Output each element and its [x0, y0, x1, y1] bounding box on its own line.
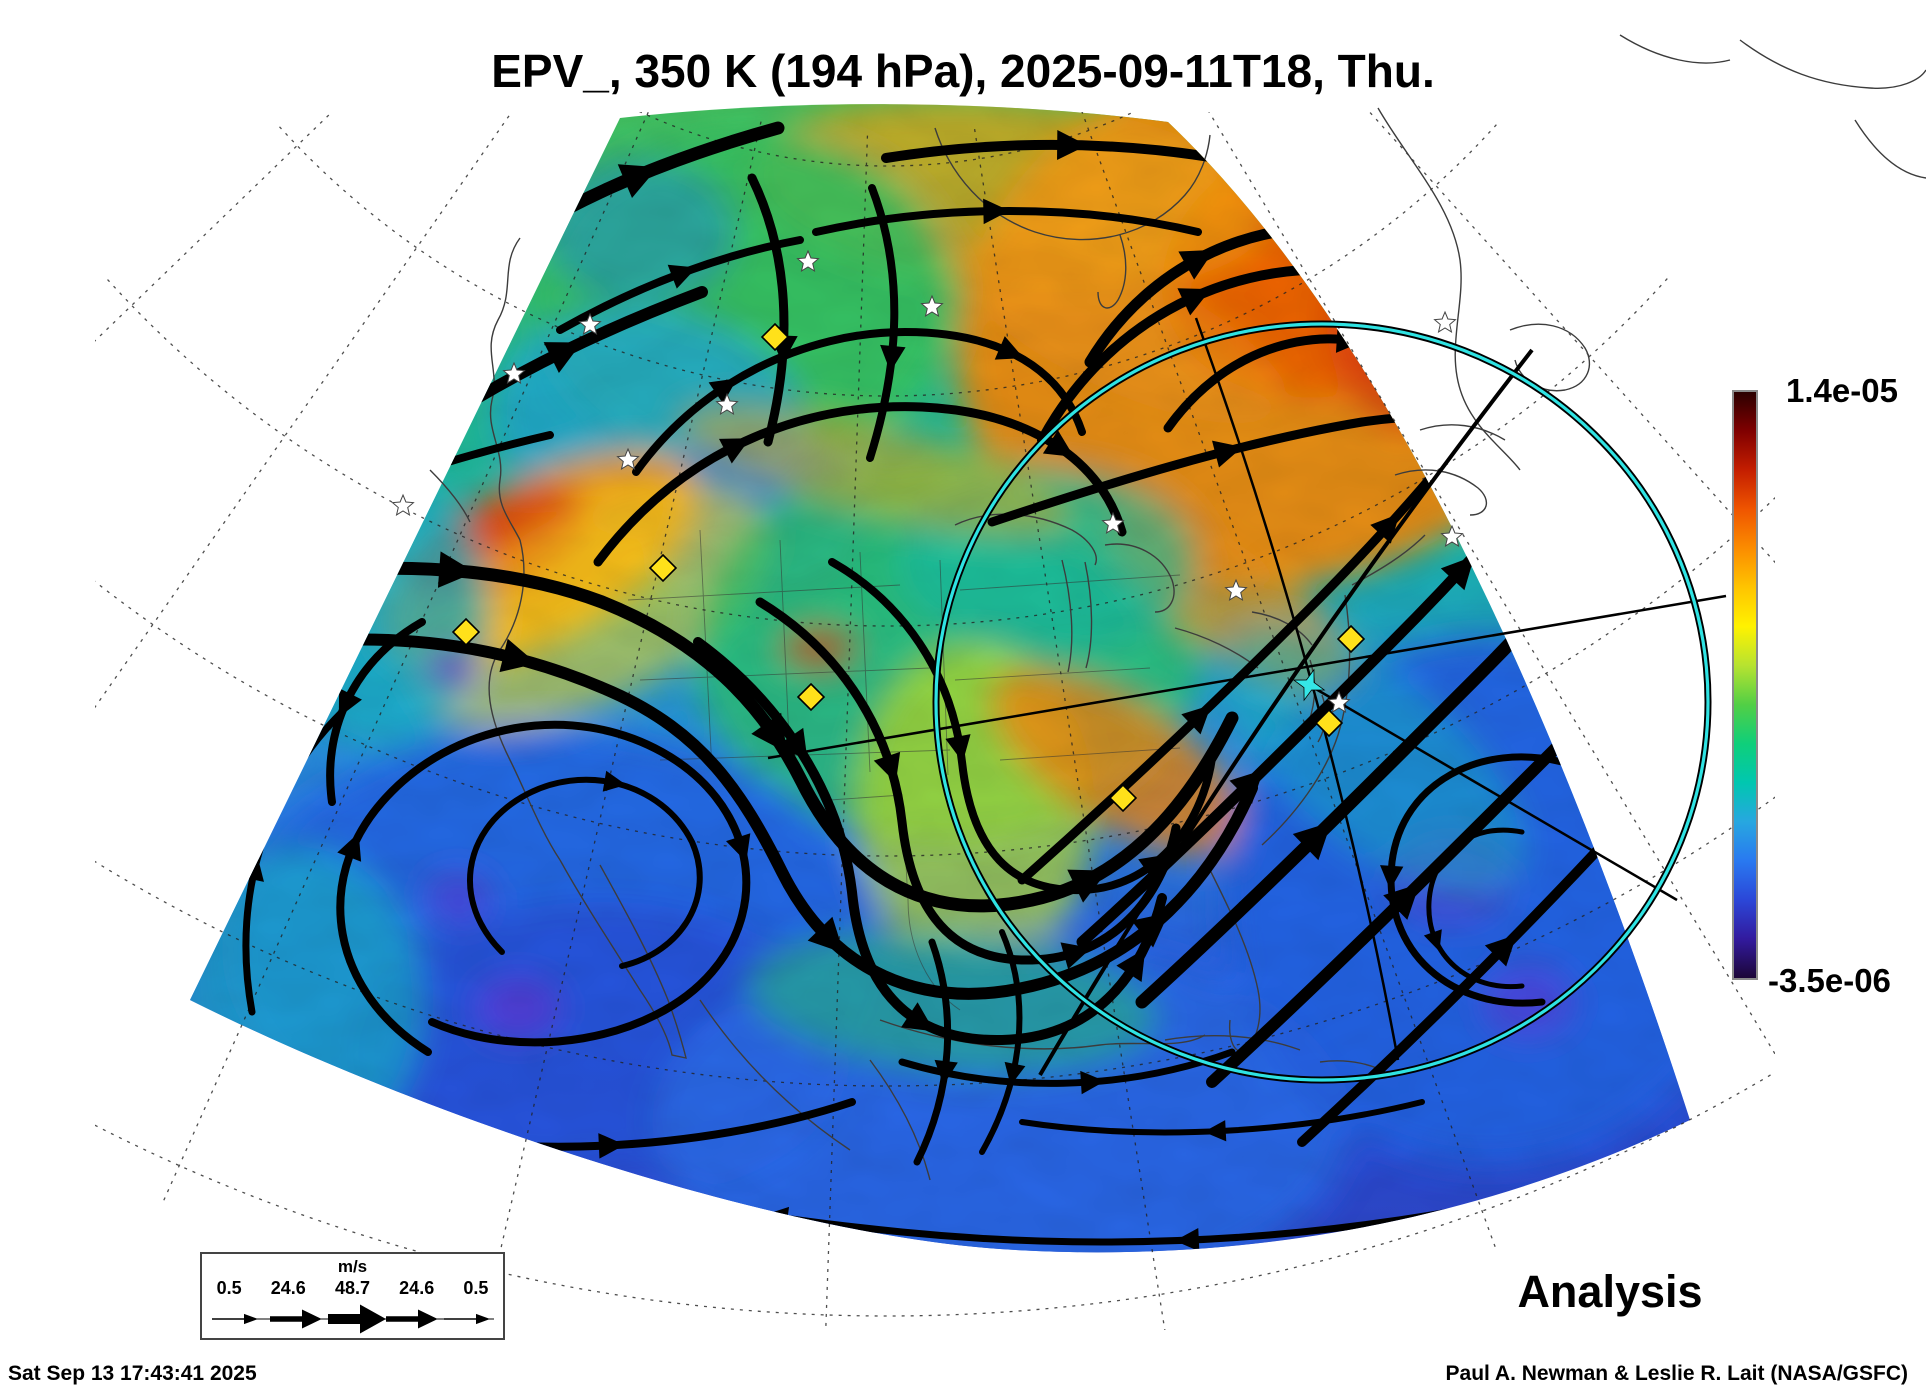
generated-timestamp: Sat Sep 13 17:43:41 2025: [8, 1362, 257, 1385]
epv-field: [190, 104, 1690, 1253]
wind-speed-legend: m/s 0.5 24.6 48.7 24.6 0.5: [200, 1252, 505, 1340]
star-markers: [391, 249, 1464, 713]
wind-value: 24.6: [399, 1278, 435, 1298]
wind-value: 0.5: [463, 1278, 489, 1298]
colorbar: [1732, 390, 1758, 980]
colorbar-min-label: -3.5e-06: [1768, 962, 1891, 999]
wind-value: 0.5: [216, 1278, 242, 1298]
wind-values-row: 0.5 24.6 48.7 24.6 0.5: [202, 1278, 503, 1299]
wind-arrow-scale: [212, 1304, 494, 1334]
wind-units-label: m/s: [337, 1257, 368, 1276]
range-circle: [932, 320, 1712, 1084]
page-title: EPV_, 350 K (194 hPa), 2025-09-11T18, Th…: [491, 45, 1435, 97]
colorbar-max-label: 1.4e-05: [1786, 372, 1898, 409]
station-marker: [1292, 668, 1326, 702]
diamond-markers: [451, 322, 1366, 813]
coastlines: [429, 34, 1926, 1181]
credit-text: Paul A. Newman & Leslie R. Lait (NASA/GS…: [1445, 1362, 1908, 1385]
wind-value: 48.7: [334, 1278, 371, 1298]
analysis-label: Analysis: [1517, 1266, 1703, 1317]
wind-value: 24.6: [270, 1278, 306, 1298]
